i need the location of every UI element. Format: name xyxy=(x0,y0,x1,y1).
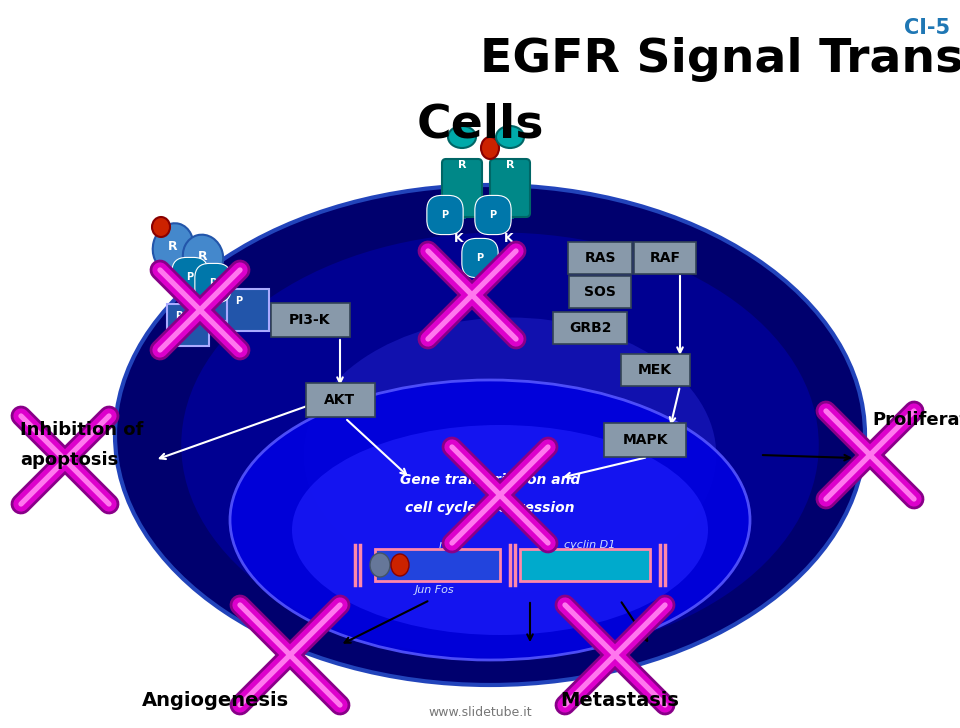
Text: cell cycle progression: cell cycle progression xyxy=(405,501,575,515)
Text: P: P xyxy=(490,210,496,220)
Text: R: R xyxy=(168,240,178,253)
FancyBboxPatch shape xyxy=(271,303,349,337)
Text: RAS: RAS xyxy=(585,251,615,265)
Ellipse shape xyxy=(152,217,170,237)
Text: AKT: AKT xyxy=(324,393,355,407)
Ellipse shape xyxy=(115,185,865,685)
FancyBboxPatch shape xyxy=(634,242,696,274)
FancyBboxPatch shape xyxy=(568,242,632,274)
Text: MEK: MEK xyxy=(638,363,672,377)
Text: P: P xyxy=(176,311,182,321)
Text: PI3-K: PI3-K xyxy=(289,313,331,327)
Ellipse shape xyxy=(230,380,750,660)
Text: K: K xyxy=(504,232,514,245)
Text: R: R xyxy=(198,250,207,264)
Text: K: K xyxy=(454,232,464,245)
Ellipse shape xyxy=(391,554,409,576)
Ellipse shape xyxy=(153,223,193,271)
Text: R: R xyxy=(458,160,467,170)
FancyBboxPatch shape xyxy=(305,383,374,417)
Text: myc: myc xyxy=(438,540,462,550)
FancyBboxPatch shape xyxy=(227,289,269,331)
FancyBboxPatch shape xyxy=(604,423,686,457)
Text: CI-5: CI-5 xyxy=(904,18,950,38)
Text: apoptosis: apoptosis xyxy=(20,451,118,469)
Text: Inhibition of: Inhibition of xyxy=(20,421,143,439)
Ellipse shape xyxy=(182,234,223,280)
Text: Jun Fos: Jun Fos xyxy=(415,585,455,595)
FancyBboxPatch shape xyxy=(442,159,482,217)
FancyBboxPatch shape xyxy=(189,279,231,321)
FancyBboxPatch shape xyxy=(569,276,631,308)
Ellipse shape xyxy=(481,137,499,159)
Text: GRB2: GRB2 xyxy=(568,321,612,335)
FancyBboxPatch shape xyxy=(167,304,209,346)
Text: P: P xyxy=(476,253,484,263)
Text: MAPK: MAPK xyxy=(622,433,668,447)
Text: RAF: RAF xyxy=(650,251,681,265)
Text: EGFR Signal Transduction in Tumor: EGFR Signal Transduction in Tumor xyxy=(480,38,960,82)
FancyBboxPatch shape xyxy=(520,549,650,581)
Text: Angiogenesis: Angiogenesis xyxy=(141,690,289,710)
FancyBboxPatch shape xyxy=(620,354,689,386)
Ellipse shape xyxy=(181,232,819,657)
Ellipse shape xyxy=(496,126,524,148)
Text: P: P xyxy=(186,272,194,282)
Text: P: P xyxy=(198,286,204,296)
Text: Gene transcription and: Gene transcription and xyxy=(399,473,580,487)
Ellipse shape xyxy=(303,317,716,593)
Text: Proliferation: Proliferation xyxy=(872,411,960,429)
Ellipse shape xyxy=(292,425,708,635)
Text: Metastasis: Metastasis xyxy=(561,690,680,710)
Text: Cells: Cells xyxy=(417,103,543,148)
FancyBboxPatch shape xyxy=(375,549,500,581)
Ellipse shape xyxy=(370,553,390,577)
Text: P: P xyxy=(209,278,217,288)
FancyBboxPatch shape xyxy=(490,159,530,217)
Text: www.slidetube.it: www.slidetube.it xyxy=(428,705,532,719)
Text: cyclin D1: cyclin D1 xyxy=(564,540,615,550)
Text: R: R xyxy=(506,160,515,170)
Text: SOS: SOS xyxy=(584,285,616,299)
Text: P: P xyxy=(442,210,448,220)
Text: P: P xyxy=(235,296,243,306)
FancyBboxPatch shape xyxy=(553,312,627,344)
Ellipse shape xyxy=(448,126,476,148)
